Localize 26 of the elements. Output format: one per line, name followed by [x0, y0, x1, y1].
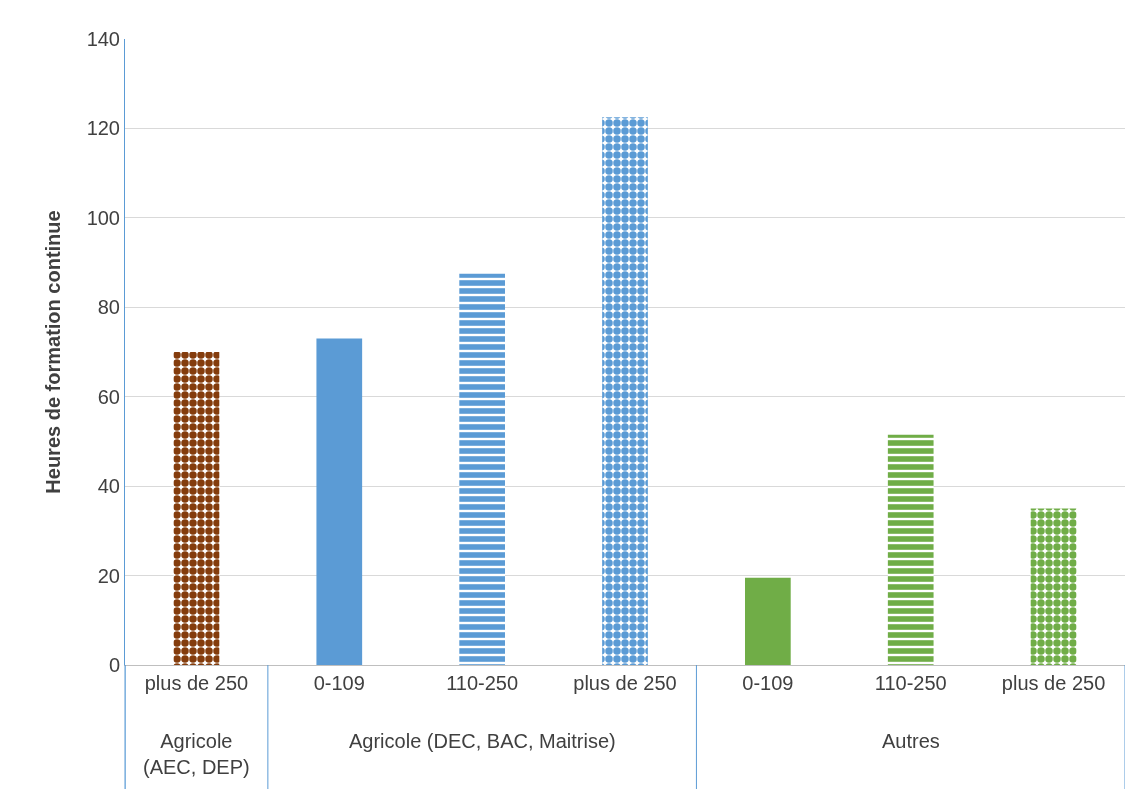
y-tick-label: 60: [97, 385, 120, 408]
text: Agricole (DEC, BAC, Maitrise): [349, 730, 616, 752]
y-axis-title: Heures de formation continue: [42, 210, 65, 494]
bar: [316, 338, 363, 665]
y-tick-label: 0: [108, 654, 120, 676]
y-tick-label: 40: [97, 475, 120, 498]
x-tick-label: plus de 250: [1001, 672, 1106, 694]
y-tick-label: 140: [86, 28, 120, 50]
x-tick-label: plus de 250: [144, 672, 249, 694]
bar: [173, 352, 220, 665]
y-tick-label: 120: [86, 117, 120, 140]
y-tick-label: 100: [86, 206, 120, 229]
bar: [745, 577, 791, 665]
bar: [459, 273, 505, 665]
y-tick-label: 20: [97, 564, 120, 587]
y-tick-label: 80: [97, 296, 120, 319]
bar: [1030, 508, 1077, 665]
x-tick-label: plus de 250: [573, 672, 677, 694]
bar: [887, 434, 934, 665]
x-tick-label: 110-250: [446, 672, 519, 694]
x-tick-label: 0-109: [742, 672, 794, 694]
bar: [602, 117, 648, 665]
text: Autres: [882, 730, 940, 752]
text: Agricole (AEC, DEP): [143, 730, 250, 778]
x-tick-label: 110-250: [874, 672, 947, 694]
x-tick-label: 0-109: [313, 672, 365, 694]
